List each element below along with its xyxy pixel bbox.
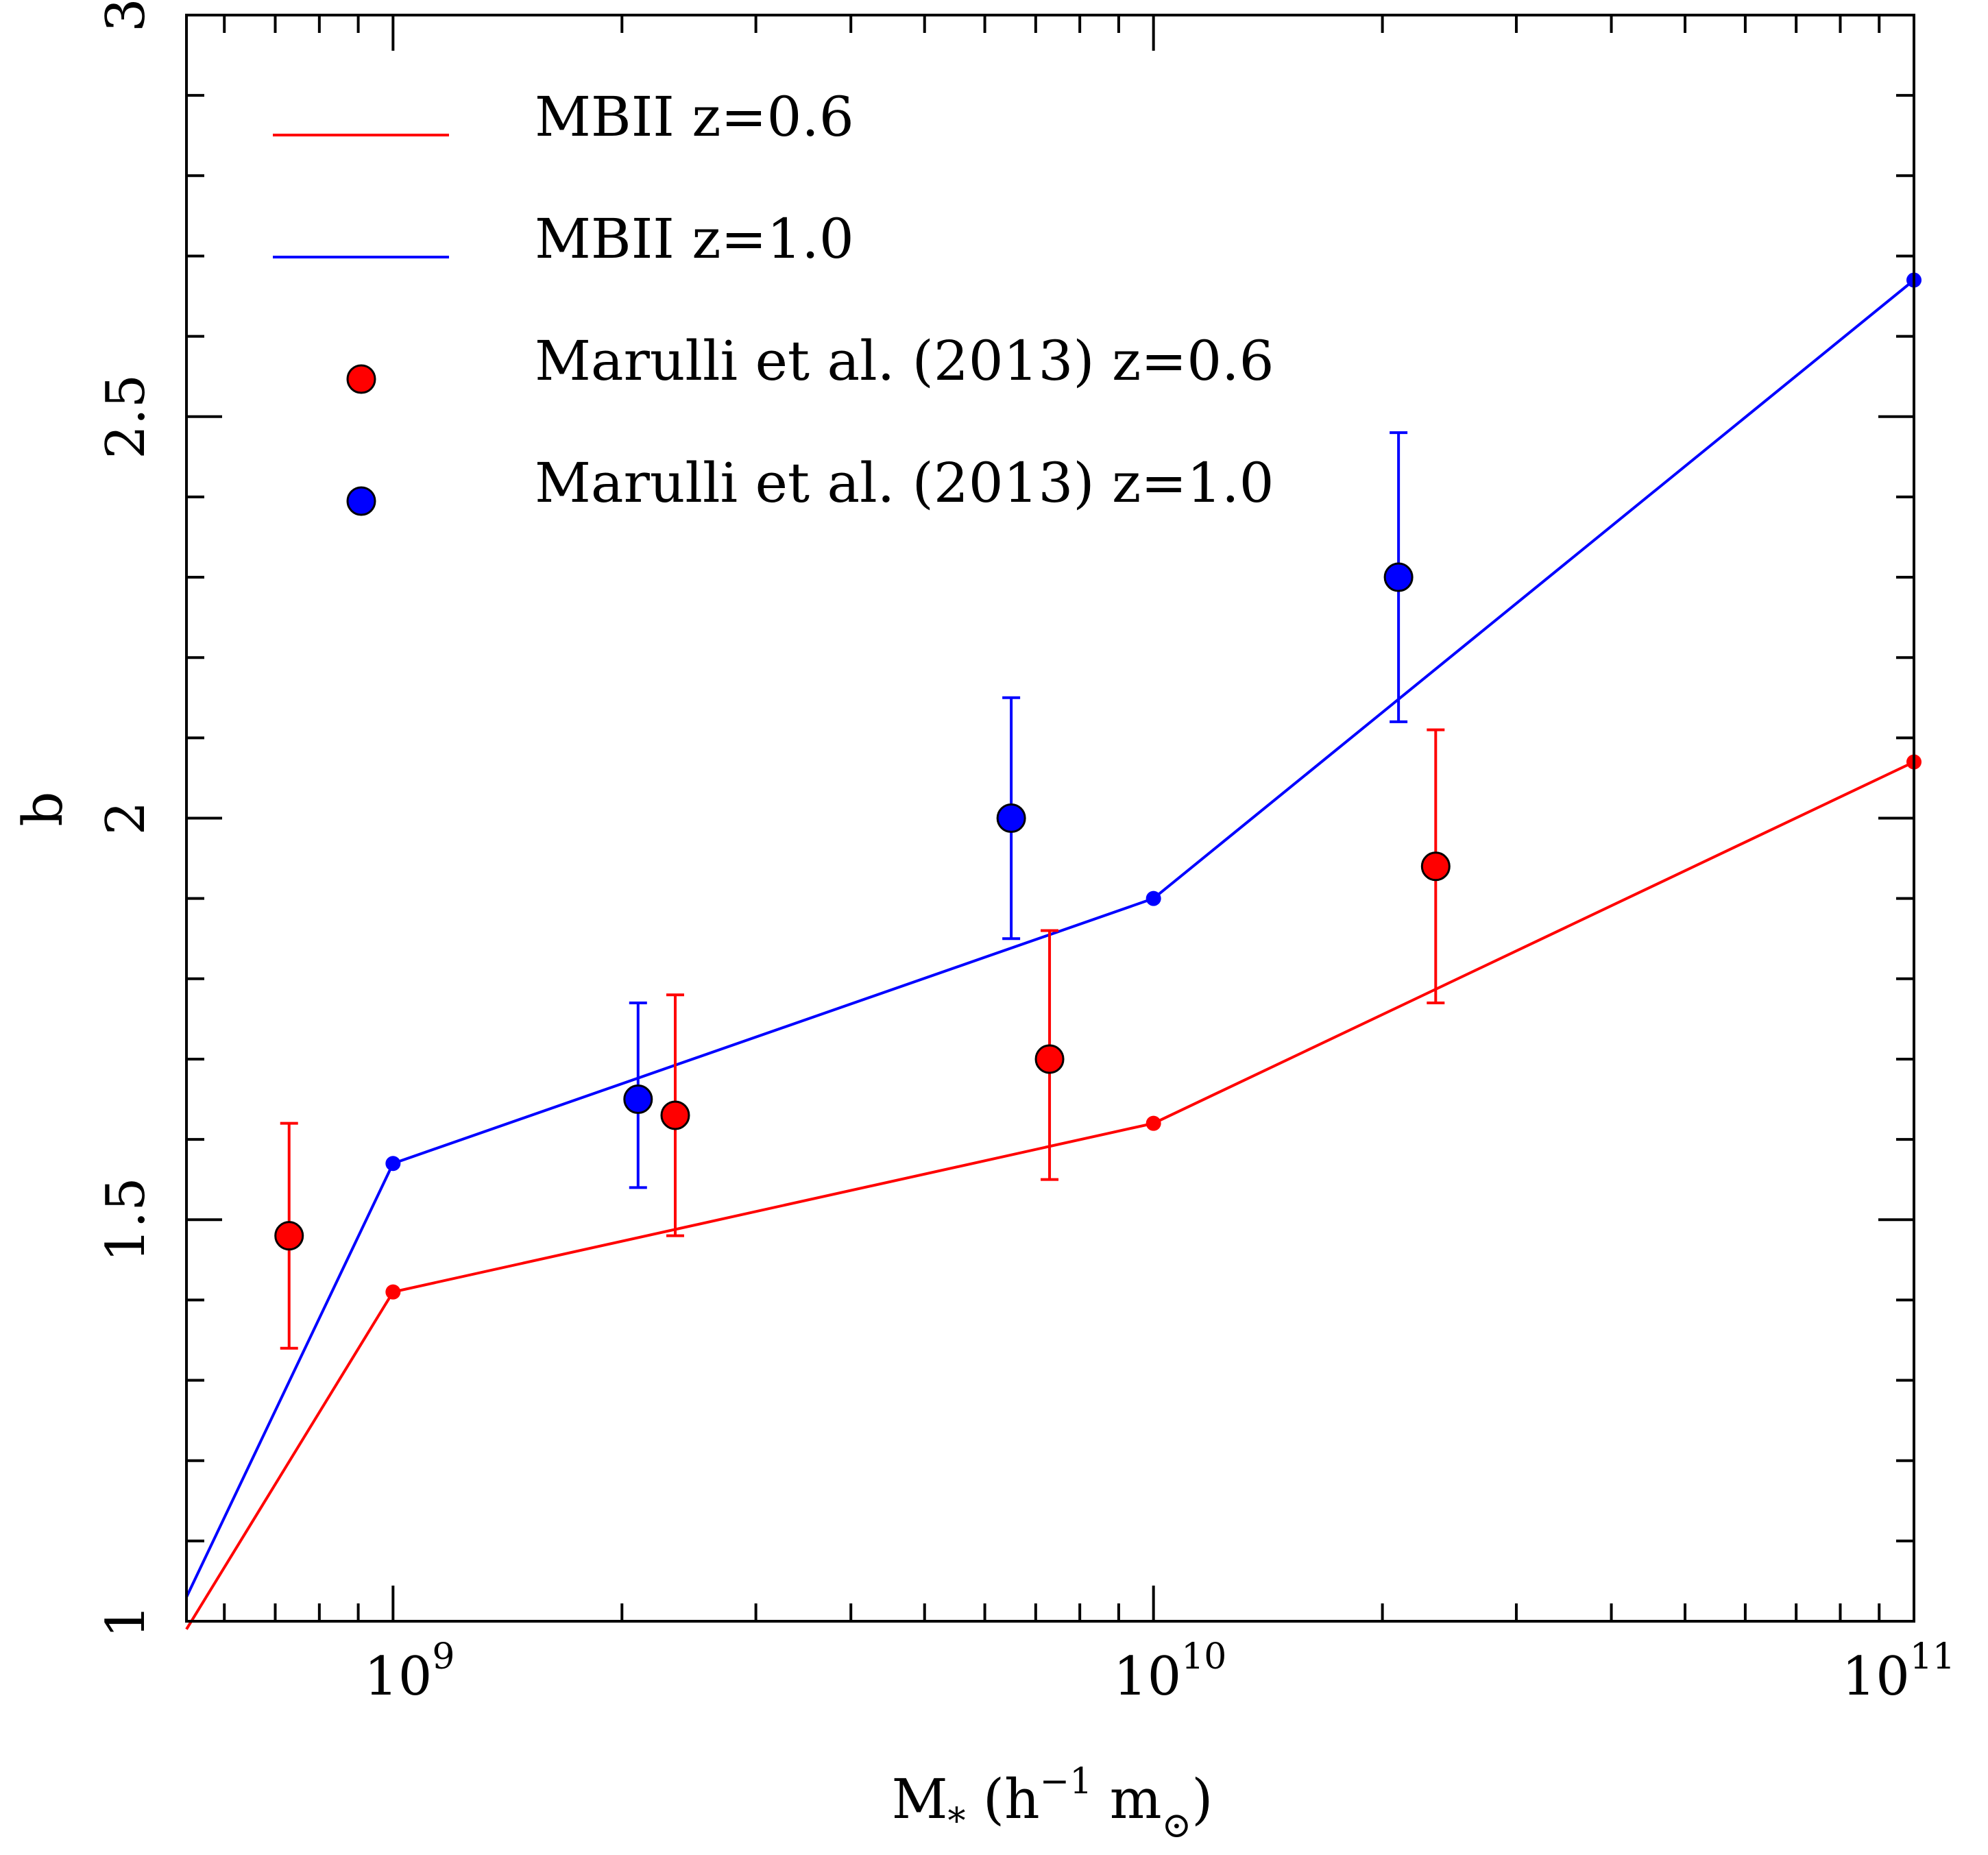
x-tick-base: 10	[1842, 1646, 1910, 1708]
legend-entry-label: Marulli et al. (2013) z=1.0	[535, 451, 1274, 515]
x-tick-base: 10	[364, 1646, 432, 1708]
series-node-0	[385, 1284, 401, 1300]
axis-ticks	[186, 14, 1915, 1623]
x-label-exponent: −1	[1040, 1761, 1093, 1802]
x-tick-exponent: 10	[1181, 1636, 1226, 1677]
x-tick-base: 10	[1113, 1646, 1181, 1708]
x-label-subscript: *	[948, 1801, 966, 1842]
x-label-main: M	[892, 1767, 948, 1831]
y-tick-label: 2	[95, 801, 157, 836]
legend-marker-swatch	[346, 364, 376, 394]
x-tick-exponent: 9	[432, 1636, 454, 1677]
x-label-paren-close: )	[1191, 1767, 1213, 1831]
x-tick-exponent: 11	[1910, 1636, 1955, 1677]
x-tick-label: 1011	[1842, 1636, 1955, 1708]
series-node-1	[1145, 890, 1161, 906]
series-node-0	[1145, 1115, 1161, 1131]
data-point	[996, 803, 1026, 833]
data-point	[274, 1221, 304, 1251]
data-point	[660, 1100, 690, 1130]
legend-marker-swatch	[346, 486, 376, 516]
series-line-1	[185, 279, 1915, 1598]
data-point	[1034, 1044, 1065, 1074]
series-node-1	[385, 1156, 401, 1172]
legend-entry-label: Marulli et al. (2013) z=0.6	[535, 329, 1274, 393]
x-tick-label: 1010	[1113, 1636, 1226, 1708]
plot-series	[185, 272, 1922, 1630]
legend-entry-label: MBII z=1.0	[535, 207, 854, 271]
data-point	[1383, 562, 1414, 592]
y-tick-label: 3	[95, 0, 157, 32]
x-axis-label: M* (h−1 m⊙)	[892, 1761, 1213, 1846]
legend-entry-label: MBII z=0.6	[535, 85, 854, 149]
y-tick-label: 2.5	[95, 374, 157, 459]
data-point	[623, 1084, 653, 1115]
y-tick-label: 1	[95, 1604, 157, 1638]
x-label-unit-subscript: ⊙	[1162, 1805, 1192, 1846]
plot-frame	[185, 14, 1915, 1623]
y-axis-label: b	[11, 791, 75, 826]
legend: MBII z=0.6 MBII z=1.0 Marulli et al. (2013…	[273, 85, 1274, 516]
x-label-paren: (h	[966, 1767, 1040, 1831]
y-tick-label: 1.5	[95, 1177, 157, 1262]
data-point	[1420, 851, 1451, 882]
series-line-0	[185, 760, 1915, 1630]
x-tick-label: 109	[364, 1636, 454, 1708]
x-label-unit: m	[1092, 1767, 1161, 1831]
